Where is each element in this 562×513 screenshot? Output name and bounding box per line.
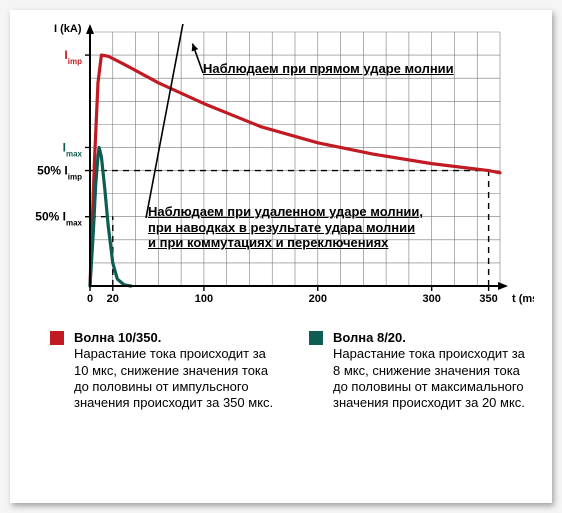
svg-text:I (kA): I (kA) xyxy=(54,24,82,35)
svg-text:50% Iimp: 50% Iimp xyxy=(37,164,82,182)
svg-text:Imax: Imax xyxy=(63,140,83,158)
legend: Волна 10/350. Нарастание тока происходит… xyxy=(28,330,534,411)
chart-card: 0 20 100 200 300 350 t (ms) I (kA) Iimp Imax 50% I… xyxy=(10,10,552,503)
annotation-remote-line1: Наблюдаем при удаленном ударе молнии, xyxy=(148,204,423,219)
legend-title-10-350: Волна 10/350. xyxy=(74,330,161,345)
legend-title-8-20: Волна 8/20. xyxy=(333,330,406,345)
svg-text:t (ms): t (ms) xyxy=(512,293,534,305)
annotation-remote-line2: при наводках в результате удара молнии xyxy=(148,220,415,235)
legend-text-10-350: Волна 10/350. Нарастание тока происходит… xyxy=(74,330,275,411)
svg-text:200: 200 xyxy=(309,293,327,305)
annotation-remote-line3: и при коммутациях и переключениях xyxy=(148,235,388,250)
legend-swatch-green xyxy=(309,331,323,345)
svg-text:50% Imax: 50% Imax xyxy=(35,210,82,228)
annotation-direct-strike: Наблюдаем при прямом ударе молнии xyxy=(203,61,454,77)
legend-body-8-20: Нарастание тока происходит за 8 мкс, сни… xyxy=(333,346,525,410)
legend-item-10-350: Волна 10/350. Нарастание тока происходит… xyxy=(50,330,275,411)
svg-text:300: 300 xyxy=(422,293,440,305)
legend-body-10-350: Нарастание тока происходит за 10 мкс, сн… xyxy=(74,346,273,410)
legend-item-8-20: Волна 8/20. Нарастание тока происходит з… xyxy=(309,330,534,411)
svg-text:0: 0 xyxy=(87,293,93,305)
svg-text:100: 100 xyxy=(195,293,213,305)
annotation-remote-strike: Наблюдаем при удаленном ударе молнии, пр… xyxy=(148,204,423,251)
plot-area: 0 20 100 200 300 350 t (ms) I (kA) Iimp Imax 50% I… xyxy=(28,24,534,314)
svg-text:Iimp: Iimp xyxy=(64,48,82,66)
legend-swatch-red xyxy=(50,331,64,345)
svg-text:350: 350 xyxy=(479,293,497,305)
svg-text:20: 20 xyxy=(107,293,119,305)
legend-text-8-20: Волна 8/20. Нарастание тока происходит з… xyxy=(333,330,534,411)
